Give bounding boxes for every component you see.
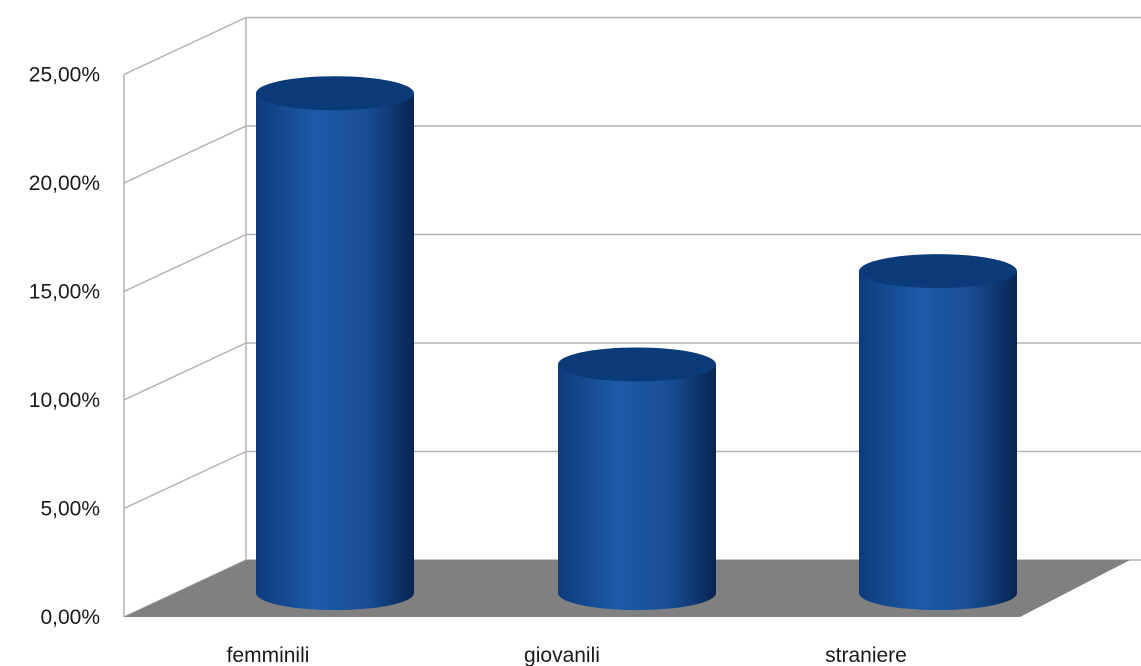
y-axis-tick-labels: 0,00% 5,00% 10,00% 15,00% 20,00% 25,00% [29, 64, 100, 630]
bar-top [558, 347, 716, 382]
gridline-side [123, 125, 247, 184]
bar [558, 347, 716, 611]
bar [256, 76, 414, 611]
y-tick-label: 15,00% [29, 281, 100, 304]
gridline-side [123, 16, 247, 76]
bar [859, 254, 1017, 611]
y-tick-label: 25,00% [29, 64, 100, 87]
bars [256, 76, 1017, 611]
bar-body [859, 271, 1017, 611]
y-tick-label: 20,00% [29, 172, 100, 195]
bar-body [558, 364, 716, 611]
y-tick-label: 0,00% [40, 606, 100, 629]
back-and-side-walls [123, 17, 247, 617]
x-category-label: giovanili [524, 644, 600, 666]
y-tick-label: 10,00% [29, 389, 100, 412]
y-tick-label: 5,00% [40, 498, 100, 521]
x-axis-category-labels: femminili giovanili straniere [227, 644, 907, 666]
gridline-side [123, 233, 247, 293]
x-category-label: straniere [825, 644, 907, 666]
gridline-side [123, 450, 247, 510]
x-category-label: femminili [227, 644, 310, 666]
bar-top [256, 76, 414, 111]
bar-top [859, 254, 1017, 289]
bar-body [256, 93, 414, 611]
gridline-side [123, 342, 247, 401]
